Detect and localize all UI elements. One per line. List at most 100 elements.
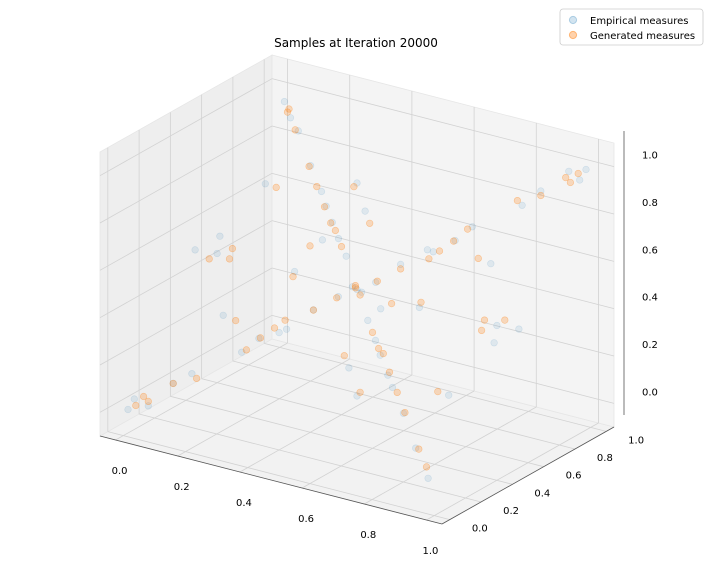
x-tick-label: 1.0: [423, 546, 439, 557]
grid-lines: [99, 59, 625, 525]
empirical-point: [283, 325, 291, 333]
generated-point: [313, 183, 321, 191]
z-tick-label: 0.8: [642, 198, 658, 209]
generated-point: [285, 105, 293, 113]
empirical-point: [322, 202, 330, 210]
empirical-point: [188, 370, 196, 378]
empirical-point: [345, 364, 353, 372]
empirical-point: [487, 260, 495, 268]
empirical-point: [334, 293, 342, 301]
generated-point: [340, 352, 348, 360]
generated-point: [281, 316, 289, 324]
empirical-point: [213, 249, 221, 258]
empirical-point: [353, 392, 361, 400]
generated-point: [385, 368, 394, 376]
empirical-point: [328, 218, 336, 226]
generated-point: [375, 344, 383, 353]
empirical-point: [309, 306, 318, 314]
empirical-point: [275, 329, 283, 337]
z-grid-line-right: [271, 267, 615, 357]
chart-title: Samples at Iteration 20000: [274, 36, 438, 50]
empirical-point: [358, 288, 366, 296]
y-tick-label: 0.2: [503, 506, 519, 517]
empirical-point: [518, 201, 526, 209]
empirical-point: [238, 348, 246, 356]
empirical-point: [124, 405, 132, 414]
empirical-point: [493, 321, 501, 330]
generated-point: [574, 169, 582, 178]
generated-point: [350, 183, 358, 191]
generated-point: [397, 265, 405, 273]
generated-point: [225, 255, 234, 263]
empirical-point: [216, 232, 224, 240]
empirical-point: [261, 180, 269, 188]
z-grid-line-left: [99, 125, 273, 224]
generated-point: [351, 282, 360, 290]
empirical-point: [342, 252, 350, 260]
generated-point: [368, 328, 377, 337]
generated-point: [435, 247, 444, 255]
empirical-point: [144, 402, 152, 410]
generated-point: [501, 316, 509, 324]
x-grid-line-floor: [115, 342, 288, 441]
empirical-point: [219, 311, 227, 319]
generated-point: [306, 242, 314, 250]
empirical-point: [286, 114, 295, 122]
x-tick-label: 0.6: [298, 514, 314, 525]
x-grid-line-floor: [426, 422, 599, 521]
legend-box: [559, 8, 704, 46]
y-grid-line-floor: [170, 395, 513, 485]
generated-point: [228, 245, 236, 253]
generated-point: [193, 374, 201, 383]
y-tick-label: 0.6: [566, 471, 582, 482]
empirical-point: [377, 305, 385, 313]
empirical-point: [468, 223, 476, 231]
empirical-point: [307, 162, 315, 170]
empirical-point: [388, 383, 397, 392]
empirical-point: [353, 179, 361, 187]
empirical-point: [415, 303, 424, 312]
generated-point: [333, 294, 341, 302]
generated-point: [415, 445, 423, 453]
generated-point: [144, 397, 152, 406]
x-tick-label: 0.2: [174, 482, 190, 493]
y-grid-line-floor: [107, 431, 450, 520]
empirical-point: [576, 176, 584, 184]
generated-point: [513, 197, 522, 205]
x-tick-label: 0.0: [112, 466, 128, 477]
generated-point: [393, 388, 401, 397]
z-grid-line-left: [99, 172, 273, 271]
generated-point: [351, 284, 360, 292]
empirical-point: [397, 260, 405, 269]
z-grid-line-left: [99, 78, 273, 177]
generated-point: [474, 254, 482, 262]
z-grid-line-right: [271, 172, 615, 262]
empirical-point: [490, 339, 498, 347]
data-points: [124, 97, 590, 482]
generated-point: [434, 388, 442, 396]
empirical-point: [318, 236, 327, 244]
generated-point: [422, 463, 431, 471]
generated-point: [425, 255, 433, 263]
empirical-point: [399, 409, 408, 417]
generated-point: [305, 162, 313, 170]
legend-label-empirical: Empirical measures: [590, 16, 688, 27]
empirical-point: [291, 267, 299, 276]
z-grid-line-left: [99, 314, 273, 413]
empirical-point: [424, 474, 432, 482]
z-grid-line-right: [271, 125, 615, 215]
generated-point: [537, 191, 545, 200]
generated-point: [450, 237, 458, 245]
legend-label-generated: Generated measures: [590, 31, 695, 42]
empirical-point: [451, 237, 459, 245]
y-grid-line-floor: [264, 343, 607, 432]
y-grid-line-floor: [138, 413, 482, 503]
generated-point: [379, 350, 387, 358]
z-tick-label: 0.6: [642, 245, 658, 256]
y-axis-line: [441, 426, 615, 525]
z-tick-label: 0.4: [642, 293, 658, 304]
z-grid-line-left: [99, 267, 273, 366]
generated-point: [366, 219, 374, 227]
generated-point: [388, 300, 396, 308]
